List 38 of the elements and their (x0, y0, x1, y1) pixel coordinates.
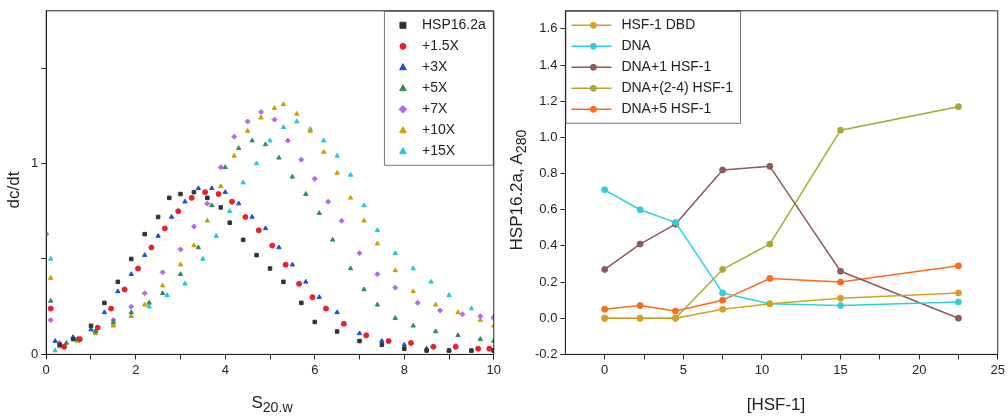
x-tick-label: 20 (911, 361, 927, 377)
x-axis-title: S$_{20.w}$ (250, 392, 294, 415)
x-tick-label: 10 (754, 361, 770, 377)
legend-label: +7X (421, 100, 448, 117)
x-tick-label: 6 (311, 361, 319, 377)
legend-label: HSP16.2a (421, 16, 486, 33)
x-tick-label: 0 (601, 361, 609, 377)
legend-label: +1.5X (421, 37, 460, 54)
x-tick-label: 4 (221, 361, 229, 377)
legend-label: +10X (421, 121, 456, 138)
x-tick-label: 2 (132, 361, 140, 377)
y-tick-label: 0.2 (539, 273, 558, 289)
x-tick-label: 0 (42, 361, 50, 377)
y-tick-label: 1.0 (539, 128, 558, 144)
x-tick-label: 15 (833, 361, 848, 377)
y-tick-label: 0.6 (539, 201, 558, 217)
y-tick-label: 0.8 (539, 165, 558, 181)
legend-label: DNA (621, 37, 652, 54)
x-tick-label: 10 (486, 361, 501, 377)
y-tick-label: 1.6 (539, 20, 558, 36)
legend-label: DNA+5 HSF-1 (621, 100, 712, 117)
y-tick-label: 1.4 (539, 56, 558, 72)
legend-label: +5X (421, 79, 448, 96)
x-tick-label: 25 (990, 361, 1005, 377)
x-axis-title: [HSF-1] (745, 395, 807, 415)
x-tick-label: 5 (679, 361, 687, 377)
y-tick-label: -0.2 (534, 345, 558, 361)
y-tick-label: 0.4 (539, 237, 558, 253)
legend-label: DNA+(2-4) HSF-1 (621, 79, 734, 96)
y-tick-label: 0.0 (539, 309, 558, 325)
legend-label: +3X (421, 58, 448, 75)
legend-label: DNA+1 HSF-1 (621, 58, 712, 75)
legend-label: HSF-1 DBD (621, 16, 696, 33)
y-axis-title: dc/dt (4, 171, 24, 209)
legend-label: +15X (421, 142, 456, 159)
y-tick-label: 1.2 (539, 92, 558, 108)
y-tick-label: 1 (31, 155, 39, 171)
x-tick-label: 8 (400, 361, 408, 377)
